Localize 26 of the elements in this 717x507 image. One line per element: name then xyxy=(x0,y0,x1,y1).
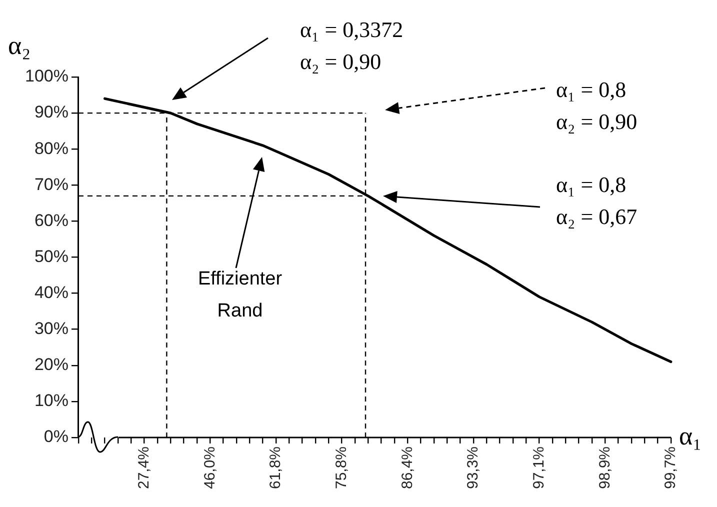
x-tick-label: 99,7% xyxy=(662,446,680,490)
x-tick-label: 86,4% xyxy=(398,446,416,490)
annotation: α₁ = 0,8 α₂ = 0,67 xyxy=(556,172,638,229)
y-tick-label: 90% xyxy=(34,102,68,122)
y-tick-label: 80% xyxy=(34,138,68,158)
y-tick-label: 10% xyxy=(34,391,68,410)
x-tick-label: 98,9% xyxy=(596,446,614,490)
y-tick-label: 60% xyxy=(34,210,68,230)
annotation: Effizienter Rand xyxy=(198,268,283,322)
y-tick-label: 70% xyxy=(34,174,68,194)
annotation: α₁ = 0,8 α₂ = 0,90 xyxy=(556,76,638,134)
x-tick-label: 46,0% xyxy=(201,446,218,490)
x-tick-label: 75,8% xyxy=(332,446,350,490)
x-tick-label: 27,4% xyxy=(135,446,152,490)
y-tick-label: 50% xyxy=(34,246,68,266)
text: α₁ = 0,3372 α₂ = 0,90 xyxy=(300,16,404,74)
y-tick-label: 40% xyxy=(34,282,68,302)
y-axis-title: α₂ xyxy=(8,30,31,60)
x-tick-label: 97,1% xyxy=(530,446,548,490)
y-tick-label: 0% xyxy=(44,427,68,446)
x-tick-label: 93,3% xyxy=(464,446,482,490)
x-axis-title: α₁ xyxy=(679,421,702,450)
y-tick-label: 20% xyxy=(34,355,68,374)
y-tick-label: 30% xyxy=(34,319,68,338)
y-tick-label: 100% xyxy=(24,66,68,86)
x-tick-label: 61,8% xyxy=(267,446,284,490)
